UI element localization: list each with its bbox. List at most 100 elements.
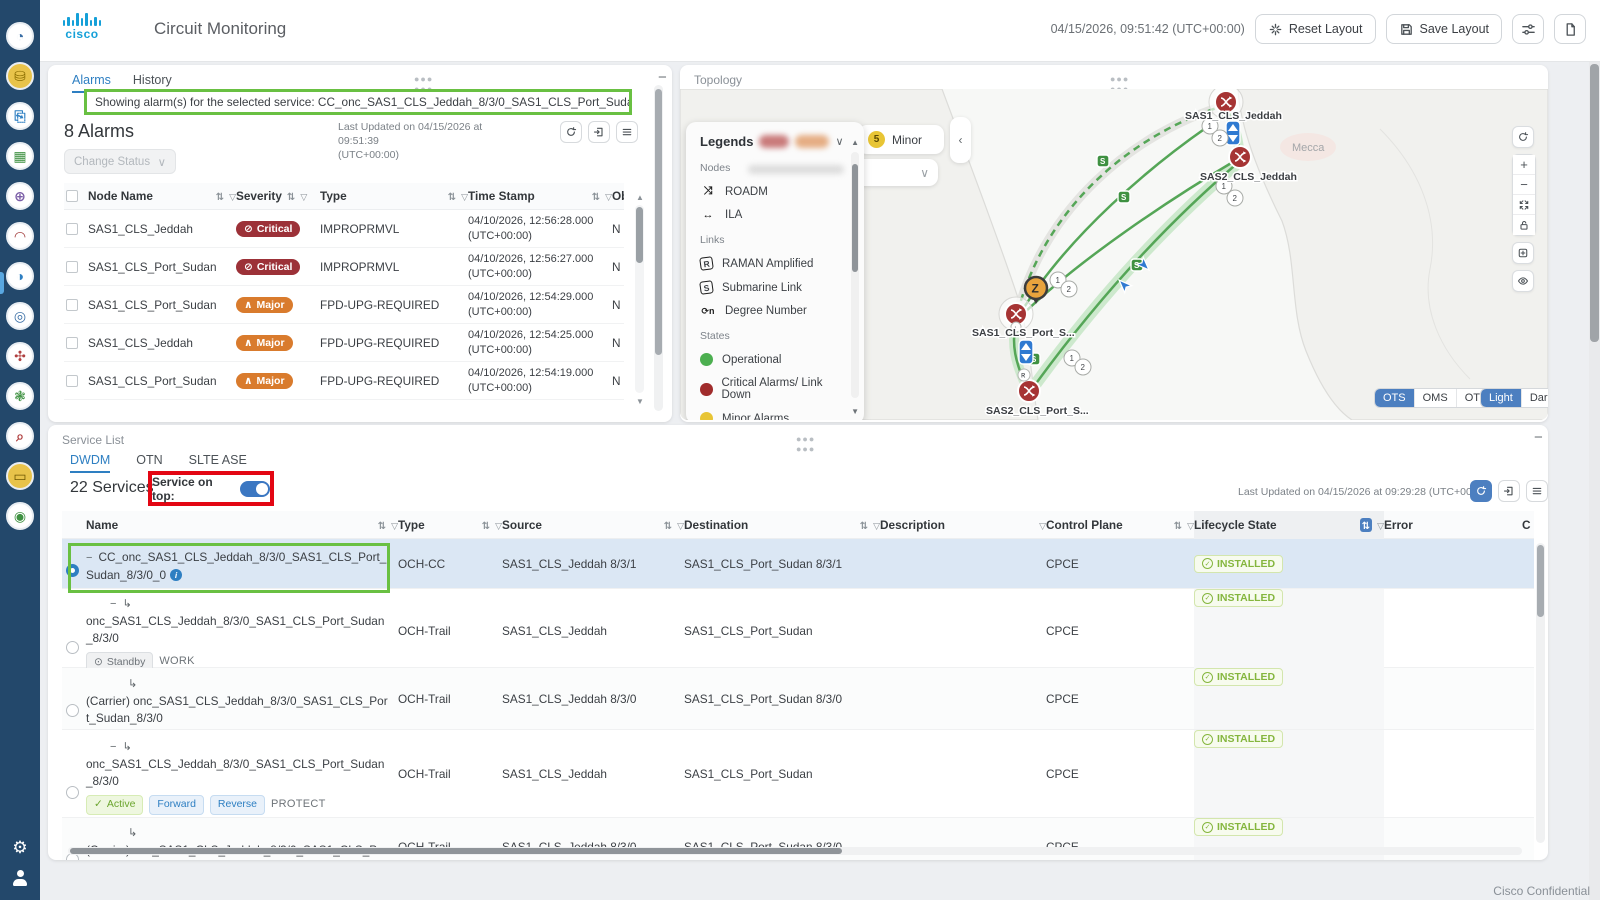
services-horizontal-scrollbar[interactable] — [68, 847, 1522, 855]
alarms-menu-button[interactable] — [616, 121, 638, 143]
roadm-node-sas2-cls-jeddah[interactable] — [1229, 146, 1251, 168]
scroll-down-icon[interactable]: ▼ — [636, 397, 644, 406]
service-minimize-button[interactable]: − — [1534, 429, 1543, 446]
add-overlay-button[interactable] — [1512, 242, 1534, 264]
tab-otn[interactable]: OTN — [136, 453, 162, 473]
app-icon-7[interactable]: ◑ — [6, 262, 34, 290]
collapse-minus-icon[interactable]: − — [86, 552, 92, 564]
save-layout-button[interactable]: Save Layout — [1386, 14, 1503, 44]
sort-icon[interactable] — [482, 518, 490, 532]
info-icon[interactable]: i — [170, 569, 182, 581]
theme-dark-button[interactable]: Dark — [1522, 389, 1548, 407]
alarm-row[interactable]: SAS1_CLS_Port_Sudan ∧Major FPD-UPG-REQUI… — [64, 286, 624, 324]
filter-icon[interactable] — [229, 189, 236, 203]
alarms-minimize-button[interactable]: − — [658, 69, 667, 86]
page-scrollbar[interactable] — [1589, 62, 1600, 900]
visibility-button[interactable] — [1512, 270, 1534, 292]
service-row[interactable]: −↳ onc_SAS1_CLS_Jeddah_8/3/0_SAS1_CLS_Po… — [62, 589, 1534, 668]
sort-icon[interactable] — [216, 189, 224, 203]
minor-alarm-count-chip[interactable]: 5 Minor — [858, 125, 944, 154]
filter-icon[interactable] — [495, 518, 502, 532]
app-icon-4[interactable]: ▦ — [6, 142, 34, 170]
zoom-out-button[interactable]: − — [1513, 175, 1535, 195]
filter-icon[interactable] — [677, 518, 684, 532]
filter-icon[interactable] — [873, 518, 880, 532]
row-checkbox[interactable] — [66, 299, 78, 311]
service-on-top-toggle[interactable] — [240, 481, 270, 497]
theme-light-button[interactable]: Light — [1481, 389, 1522, 407]
collapse-panel-button[interactable]: ‹ — [950, 117, 971, 163]
row-radio-selected[interactable] — [66, 564, 79, 577]
zoom-in-button[interactable]: + — [1513, 155, 1535, 175]
sort-icon[interactable] — [664, 518, 672, 532]
legends-scrollbar[interactable] — [851, 152, 859, 398]
lock-button[interactable] — [1513, 215, 1535, 235]
reset-layout-button[interactable]: Reset Layout — [1255, 14, 1376, 44]
collapse-minus-icon[interactable]: − — [110, 741, 116, 753]
services-menu-button[interactable] — [1526, 480, 1548, 502]
sort-icon-active[interactable] — [1360, 518, 1372, 532]
sort-icon[interactable] — [448, 189, 456, 203]
row-radio[interactable] — [66, 641, 79, 654]
settings-gear-icon[interactable]: ⚙ — [12, 838, 27, 858]
layout-settings-button[interactable] — [1512, 14, 1544, 44]
report-button[interactable] — [1554, 14, 1586, 44]
filter-icon[interactable] — [1377, 518, 1384, 532]
filter-icon[interactable] — [1187, 518, 1194, 532]
row-radio[interactable] — [66, 786, 79, 799]
filter-icon[interactable] — [1039, 518, 1046, 532]
row-radio[interactable] — [66, 704, 79, 717]
alarms-refresh-button[interactable] — [560, 121, 582, 143]
app-icon-13[interactable]: ◉ — [6, 502, 34, 530]
chevron-down-icon[interactable]: ∨ — [835, 135, 843, 148]
reverse-badge[interactable]: Reverse — [210, 795, 265, 815]
row-checkbox[interactable] — [66, 337, 78, 349]
service-row[interactable]: −↳ onc_SAS1_CLS_Jeddah_8/3/0_SAS1_CLS_Po… — [62, 730, 1534, 818]
alarm-row[interactable]: SAS1_CLS_Port_Sudan ∧Major FPD-UPG-REQUI… — [64, 362, 624, 400]
scroll-up-icon[interactable]: ▲ — [636, 193, 644, 202]
service-drag-handle[interactable]: ●●●●●● — [796, 434, 815, 454]
app-icon-9[interactable]: ✣ — [6, 342, 34, 370]
layer-oms-button[interactable]: OMS — [1415, 389, 1457, 407]
services-vertical-scrollbar[interactable] — [1536, 543, 1545, 843]
scroll-up-icon[interactable]: ▲ — [851, 138, 859, 147]
filter-icon[interactable] — [461, 189, 468, 203]
app-icon-3[interactable]: ⎘ — [6, 102, 34, 130]
services-export-button[interactable] — [1498, 480, 1520, 502]
scroll-down-icon[interactable]: ▼ — [851, 407, 859, 416]
select-all-checkbox[interactable] — [66, 190, 78, 202]
filter-icon[interactable] — [391, 518, 398, 532]
map-refresh-button[interactable] — [1512, 126, 1534, 148]
roadm-node-sas2-cls-port-sudan[interactable] — [1018, 380, 1040, 402]
alarm-row[interactable]: SAS1_CLS_Jeddah ⊘Critical IMPROPRMVL 04/… — [64, 210, 624, 248]
alarms-panel-scrollbar[interactable] — [654, 85, 663, 411]
service-row[interactable]: −CC_onc_SAS1_CLS_Jeddah_8/3/0_SAS1_CLS_P… — [62, 539, 1534, 589]
app-icon-10[interactable]: ❃ — [6, 382, 34, 410]
collapse-minus-icon[interactable]: − — [110, 598, 116, 610]
sort-icon[interactable] — [378, 518, 386, 532]
tab-dwdm[interactable]: DWDM — [70, 453, 110, 473]
sort-icon[interactable] — [287, 189, 295, 203]
service-row[interactable]: ↳ (Carrier) onc_SAS1_CLS_Jeddah_8/3/0_SA… — [62, 668, 1534, 730]
alarm-row[interactable]: SAS1_CLS_Port_Sudan ⊘Critical IMPROPRMVL… — [64, 248, 624, 286]
app-icon-8[interactable]: ◎ — [6, 302, 34, 330]
filter-icon[interactable] — [300, 189, 307, 203]
app-icon-2[interactable]: ⛁ — [6, 62, 34, 90]
app-icon-1[interactable]: ◔ — [6, 22, 34, 50]
filter-icon[interactable] — [605, 189, 612, 203]
services-refresh-button[interactable] — [1470, 480, 1492, 502]
topology-map[interactable]: Mecca S S S S — [680, 89, 1548, 420]
alarms-export-button[interactable] — [588, 121, 610, 143]
sort-icon[interactable] — [1174, 518, 1182, 532]
layer-ots-button[interactable]: OTS — [1375, 389, 1415, 407]
sort-icon[interactable] — [860, 518, 868, 532]
forward-badge[interactable]: Forward — [149, 795, 204, 815]
tab-slte-ase[interactable]: SLTE ASE — [189, 453, 247, 473]
row-checkbox[interactable] — [66, 223, 78, 235]
change-status-dropdown[interactable]: Change Status∨ — [64, 149, 176, 174]
user-profile-icon[interactable] — [13, 870, 27, 886]
alarm-row[interactable]: SAS1_CLS_Jeddah ∧Major FPD-UPG-REQUIRED … — [64, 324, 624, 362]
app-icon-12[interactable]: ▭ — [6, 462, 34, 490]
sort-icon[interactable] — [592, 189, 600, 203]
alarms-table-scrollbar[interactable] — [635, 205, 644, 393]
